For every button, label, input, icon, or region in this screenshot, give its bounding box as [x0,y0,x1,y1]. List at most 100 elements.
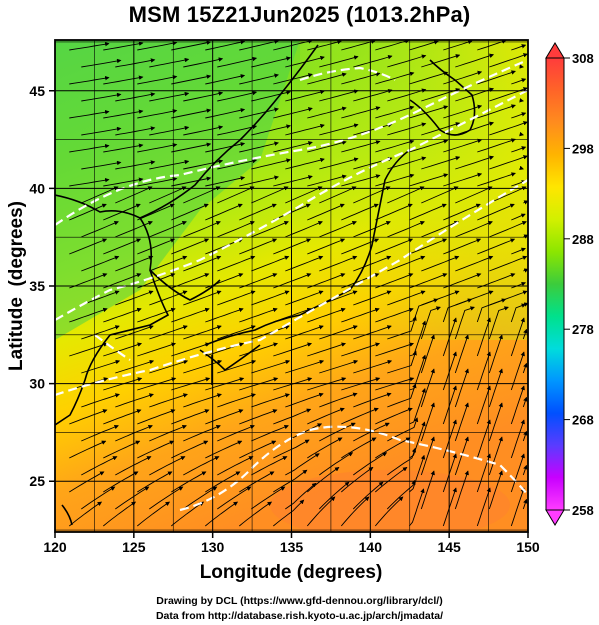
cool-region [55,40,300,340]
streamline [137,74,178,85]
y-tick-label: 35 [29,278,45,294]
streamline [183,486,218,510]
streamline [149,325,188,340]
y-tick-label: 30 [29,376,45,392]
streamline [251,424,289,442]
streamline [103,143,144,153]
streamline [454,334,469,374]
streamline [375,238,414,255]
streamline [273,499,305,527]
streamline [149,359,189,374]
streamline [476,487,491,527]
streamline [217,186,255,204]
streamline [352,481,384,510]
streamline [353,255,392,272]
streamline [511,281,526,289]
streamline [69,109,110,119]
streamline [387,255,426,272]
streamline [522,430,528,442]
streamline [69,342,109,357]
streamline [341,203,379,221]
streamline [489,53,528,68]
streamline [421,186,459,204]
streamline [103,501,137,527]
streamline [421,221,459,238]
streamline [375,139,415,153]
streamline [387,383,417,408]
streamline [239,409,278,425]
streamline [341,72,381,85]
streamline [137,440,175,459]
streamline [341,238,380,255]
streamline [239,141,279,153]
streamline [307,407,345,425]
streamline [239,307,278,323]
streamline [81,359,121,374]
streamline [217,393,256,408]
streamline [409,238,448,255]
streamline [409,40,439,51]
streamline [137,409,176,425]
streamline [353,122,393,136]
streamline [341,307,380,323]
streamline [217,456,254,476]
streamline [510,385,525,425]
x-tick-label: 145 [437,539,461,555]
streamline [183,221,221,238]
streamline [420,436,435,476]
streamline [251,486,286,510]
streamline [81,325,120,340]
streamline [217,486,252,510]
streamline [522,328,528,340]
streamline [171,342,211,357]
streamline [81,186,119,204]
streamline [375,407,413,425]
streamline [239,73,279,85]
streamline [251,158,291,170]
streamline [318,481,350,510]
streamline [341,407,379,425]
streamline [149,393,188,408]
streamline [510,303,527,323]
streamline [477,70,516,85]
streamline [442,298,473,323]
streamline [319,89,359,102]
streamline [454,402,469,442]
streamline [217,290,256,306]
streamline [251,56,291,68]
streamline [307,72,347,85]
streamline [273,307,312,323]
streamline [149,424,187,442]
streamline [375,437,411,459]
streamline [408,488,425,527]
streamline [421,122,461,136]
streamline [239,342,279,357]
streamline [251,290,290,306]
streamline [217,221,255,238]
streamline [387,88,427,102]
streamline [386,479,416,510]
streamline [341,342,381,357]
streamline [489,155,528,170]
streamline [239,238,278,255]
streamline [81,160,122,170]
streamline [137,108,178,119]
streamline [387,221,425,238]
streamline [353,392,392,408]
streamline [103,75,144,85]
streamline [171,74,212,85]
streamline [477,172,516,187]
streamline [387,156,427,170]
streamline [510,419,525,459]
streamline [205,501,239,527]
streamline [319,359,359,374]
streamline [205,40,246,51]
streamline [183,393,222,408]
streamline [239,107,279,119]
streamline [353,221,391,238]
x-tick-label: 140 [359,539,383,555]
streamline [251,393,290,408]
streamline [149,255,188,272]
streamline [239,40,279,51]
